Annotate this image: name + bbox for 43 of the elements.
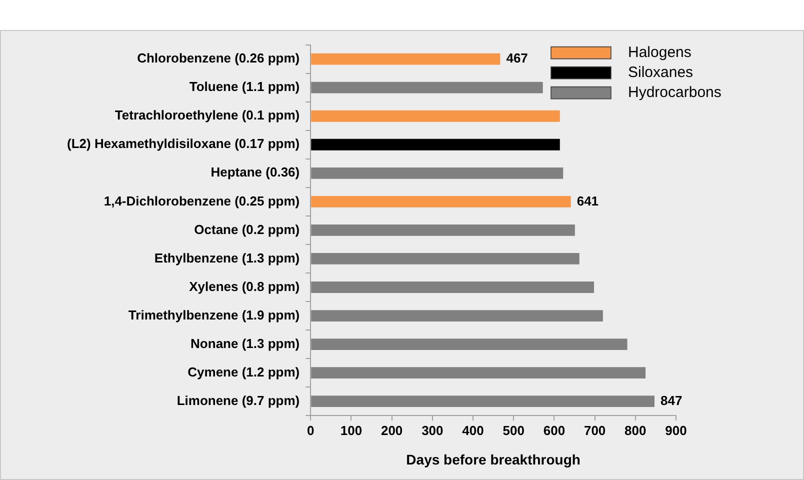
y-tick-label: Chlorobenzene (0.26 ppm) <box>137 50 300 66</box>
x-tick-label: 0 <box>307 422 314 438</box>
bar <box>311 396 654 408</box>
bar <box>311 138 560 150</box>
x-tick-label: 400 <box>462 422 484 438</box>
y-tick-label: Cymene (1.2 ppm) <box>188 364 300 380</box>
y-tick-label: Octane (0.2 ppm) <box>194 222 300 237</box>
y-tick-label: Ethylbenzene (1.3 ppm) <box>154 250 300 266</box>
y-tick-label: Limonene (9.7 ppm) <box>176 392 300 408</box>
x-tick-label: 100 <box>340 422 362 438</box>
x-tick-label: 800 <box>624 422 646 438</box>
legend-label: Hydrocarbons <box>628 84 722 101</box>
y-tick-label: Xylenes (0.8 ppm) <box>189 278 300 294</box>
y-tick-label: (L2) Hexamethyldisiloxane (0.17 ppm) <box>67 136 300 152</box>
y-tick-label: Tetrachloroethylene (0.1 ppm) <box>114 108 300 123</box>
x-tick-label: 900 <box>665 422 687 438</box>
bar <box>311 53 500 65</box>
x-tick-label: 500 <box>502 422 524 438</box>
bar <box>311 338 628 350</box>
bar <box>311 282 594 293</box>
bar <box>311 82 543 94</box>
legend-label: Halogens <box>628 44 692 61</box>
bar <box>311 367 646 379</box>
bar <box>311 253 580 264</box>
y-tick-label: Toluene (1.1 ppm) <box>189 79 300 94</box>
bar <box>311 224 575 236</box>
data-label: 467 <box>506 50 528 66</box>
x-tick-label: 200 <box>380 422 403 438</box>
bar <box>311 110 560 122</box>
y-tick-label: Heptane (0.36) <box>210 164 300 180</box>
y-tick-label: Trimethylbenzene (1.9 ppm) <box>128 307 300 322</box>
data-label: 641 <box>576 193 599 208</box>
x-axis-title: Days before breakthrough <box>406 451 580 468</box>
data-label: 847 <box>660 392 682 408</box>
y-tick-label: 1,4-Dichlorobenzene (0.25 ppm) <box>104 193 300 208</box>
bar <box>311 196 571 208</box>
legend-label: Siloxanes <box>628 64 694 81</box>
x-tick-label: 300 <box>422 422 444 438</box>
x-tick-label: 700 <box>584 422 606 438</box>
bar <box>311 310 603 322</box>
x-tick-label: 600 <box>543 422 566 438</box>
y-tick-label: Nonane (1.3 ppm) <box>190 336 300 351</box>
bar <box>311 167 564 179</box>
